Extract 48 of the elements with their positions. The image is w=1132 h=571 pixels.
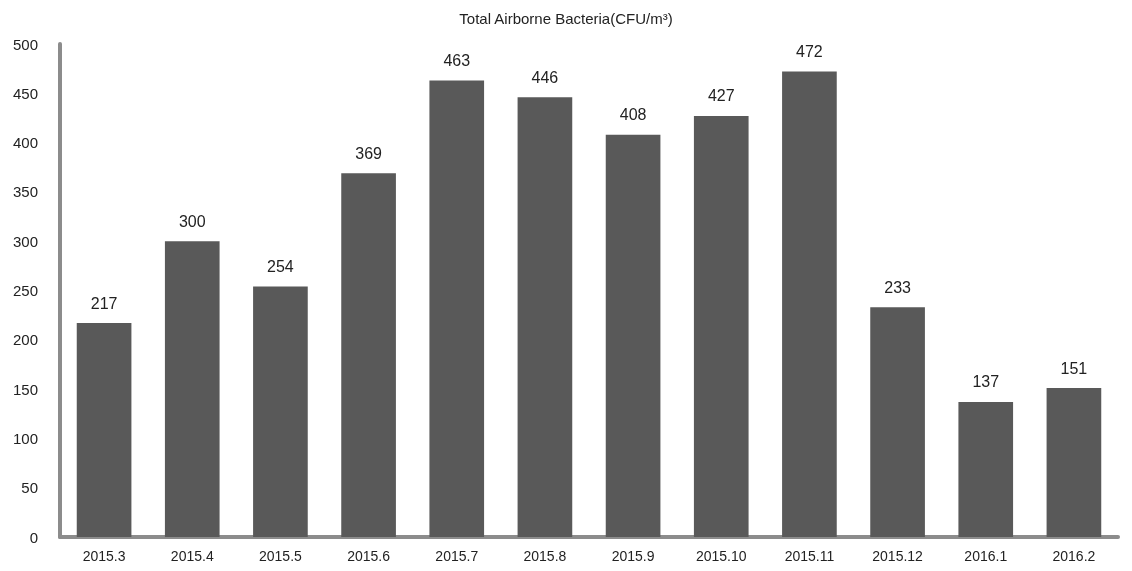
bar — [605, 134, 661, 537]
bar — [341, 173, 396, 537]
data-label: 463 — [443, 51, 471, 69]
x-tick-label: 2015.5 — [259, 548, 303, 564]
y-tick-label: 300 — [12, 232, 38, 250]
y-tick-label: 150 — [12, 380, 38, 398]
y-tick-label: 250 — [12, 282, 38, 299]
data-label: 300 — [178, 212, 206, 230]
x-tick-label: 2015.10 — [695, 548, 747, 564]
data-label: 408 — [619, 106, 647, 124]
y-tick-label: 450 — [12, 84, 38, 102]
x-tick-label: 2015.4 — [170, 548, 214, 564]
x-tick-label: 2015.12 — [872, 548, 924, 564]
data-label: 137 — [972, 373, 1000, 391]
bar — [76, 323, 132, 537]
data-label: 254 — [267, 258, 294, 276]
chart-title: Total Airborne Bacteria(CFU/m³) — [459, 10, 673, 27]
x-tick-label: 2016.1 — [964, 548, 1008, 564]
data-label: 427 — [707, 87, 735, 105]
x-tick-label: 2015.7 — [435, 548, 479, 564]
data-label: 233 — [884, 278, 912, 296]
x-tick-label: 2015.11 — [784, 548, 835, 564]
bar — [782, 71, 837, 537]
x-tick-label: 2015.6 — [347, 548, 391, 564]
data-label: 472 — [796, 43, 823, 61]
bar — [958, 401, 1014, 537]
bar — [164, 241, 220, 537]
bar — [693, 115, 749, 537]
bar — [253, 286, 308, 537]
bar — [429, 80, 485, 537]
bar — [1046, 388, 1102, 537]
bar — [517, 97, 573, 537]
y-tick-label: 400 — [12, 134, 38, 152]
y-tick-label: 50 — [21, 479, 38, 497]
x-tick-label: 2015.9 — [611, 548, 655, 564]
x-tick-label: 2015.3 — [82, 548, 126, 564]
y-tick-label: 0 — [29, 528, 38, 546]
y-tick-label: 200 — [12, 331, 38, 349]
data-label: 446 — [531, 68, 559, 86]
x-tick-label: 2016.2 — [1052, 548, 1096, 564]
x-tick-label: 2015.8 — [523, 548, 567, 564]
y-tick-label: 350 — [12, 183, 38, 201]
bar — [870, 307, 925, 537]
data-label: 151 — [1060, 359, 1088, 377]
data-label: 217 — [90, 294, 118, 312]
data-label: 369 — [355, 144, 383, 162]
y-tick-label: 500 — [12, 35, 38, 53]
y-tick-label: 100 — [12, 429, 38, 447]
